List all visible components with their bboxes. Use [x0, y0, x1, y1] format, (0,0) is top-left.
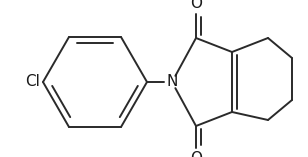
Text: Cl: Cl — [25, 75, 40, 89]
Text: N: N — [166, 75, 178, 89]
Text: O: O — [190, 0, 202, 11]
Text: O: O — [190, 151, 202, 157]
